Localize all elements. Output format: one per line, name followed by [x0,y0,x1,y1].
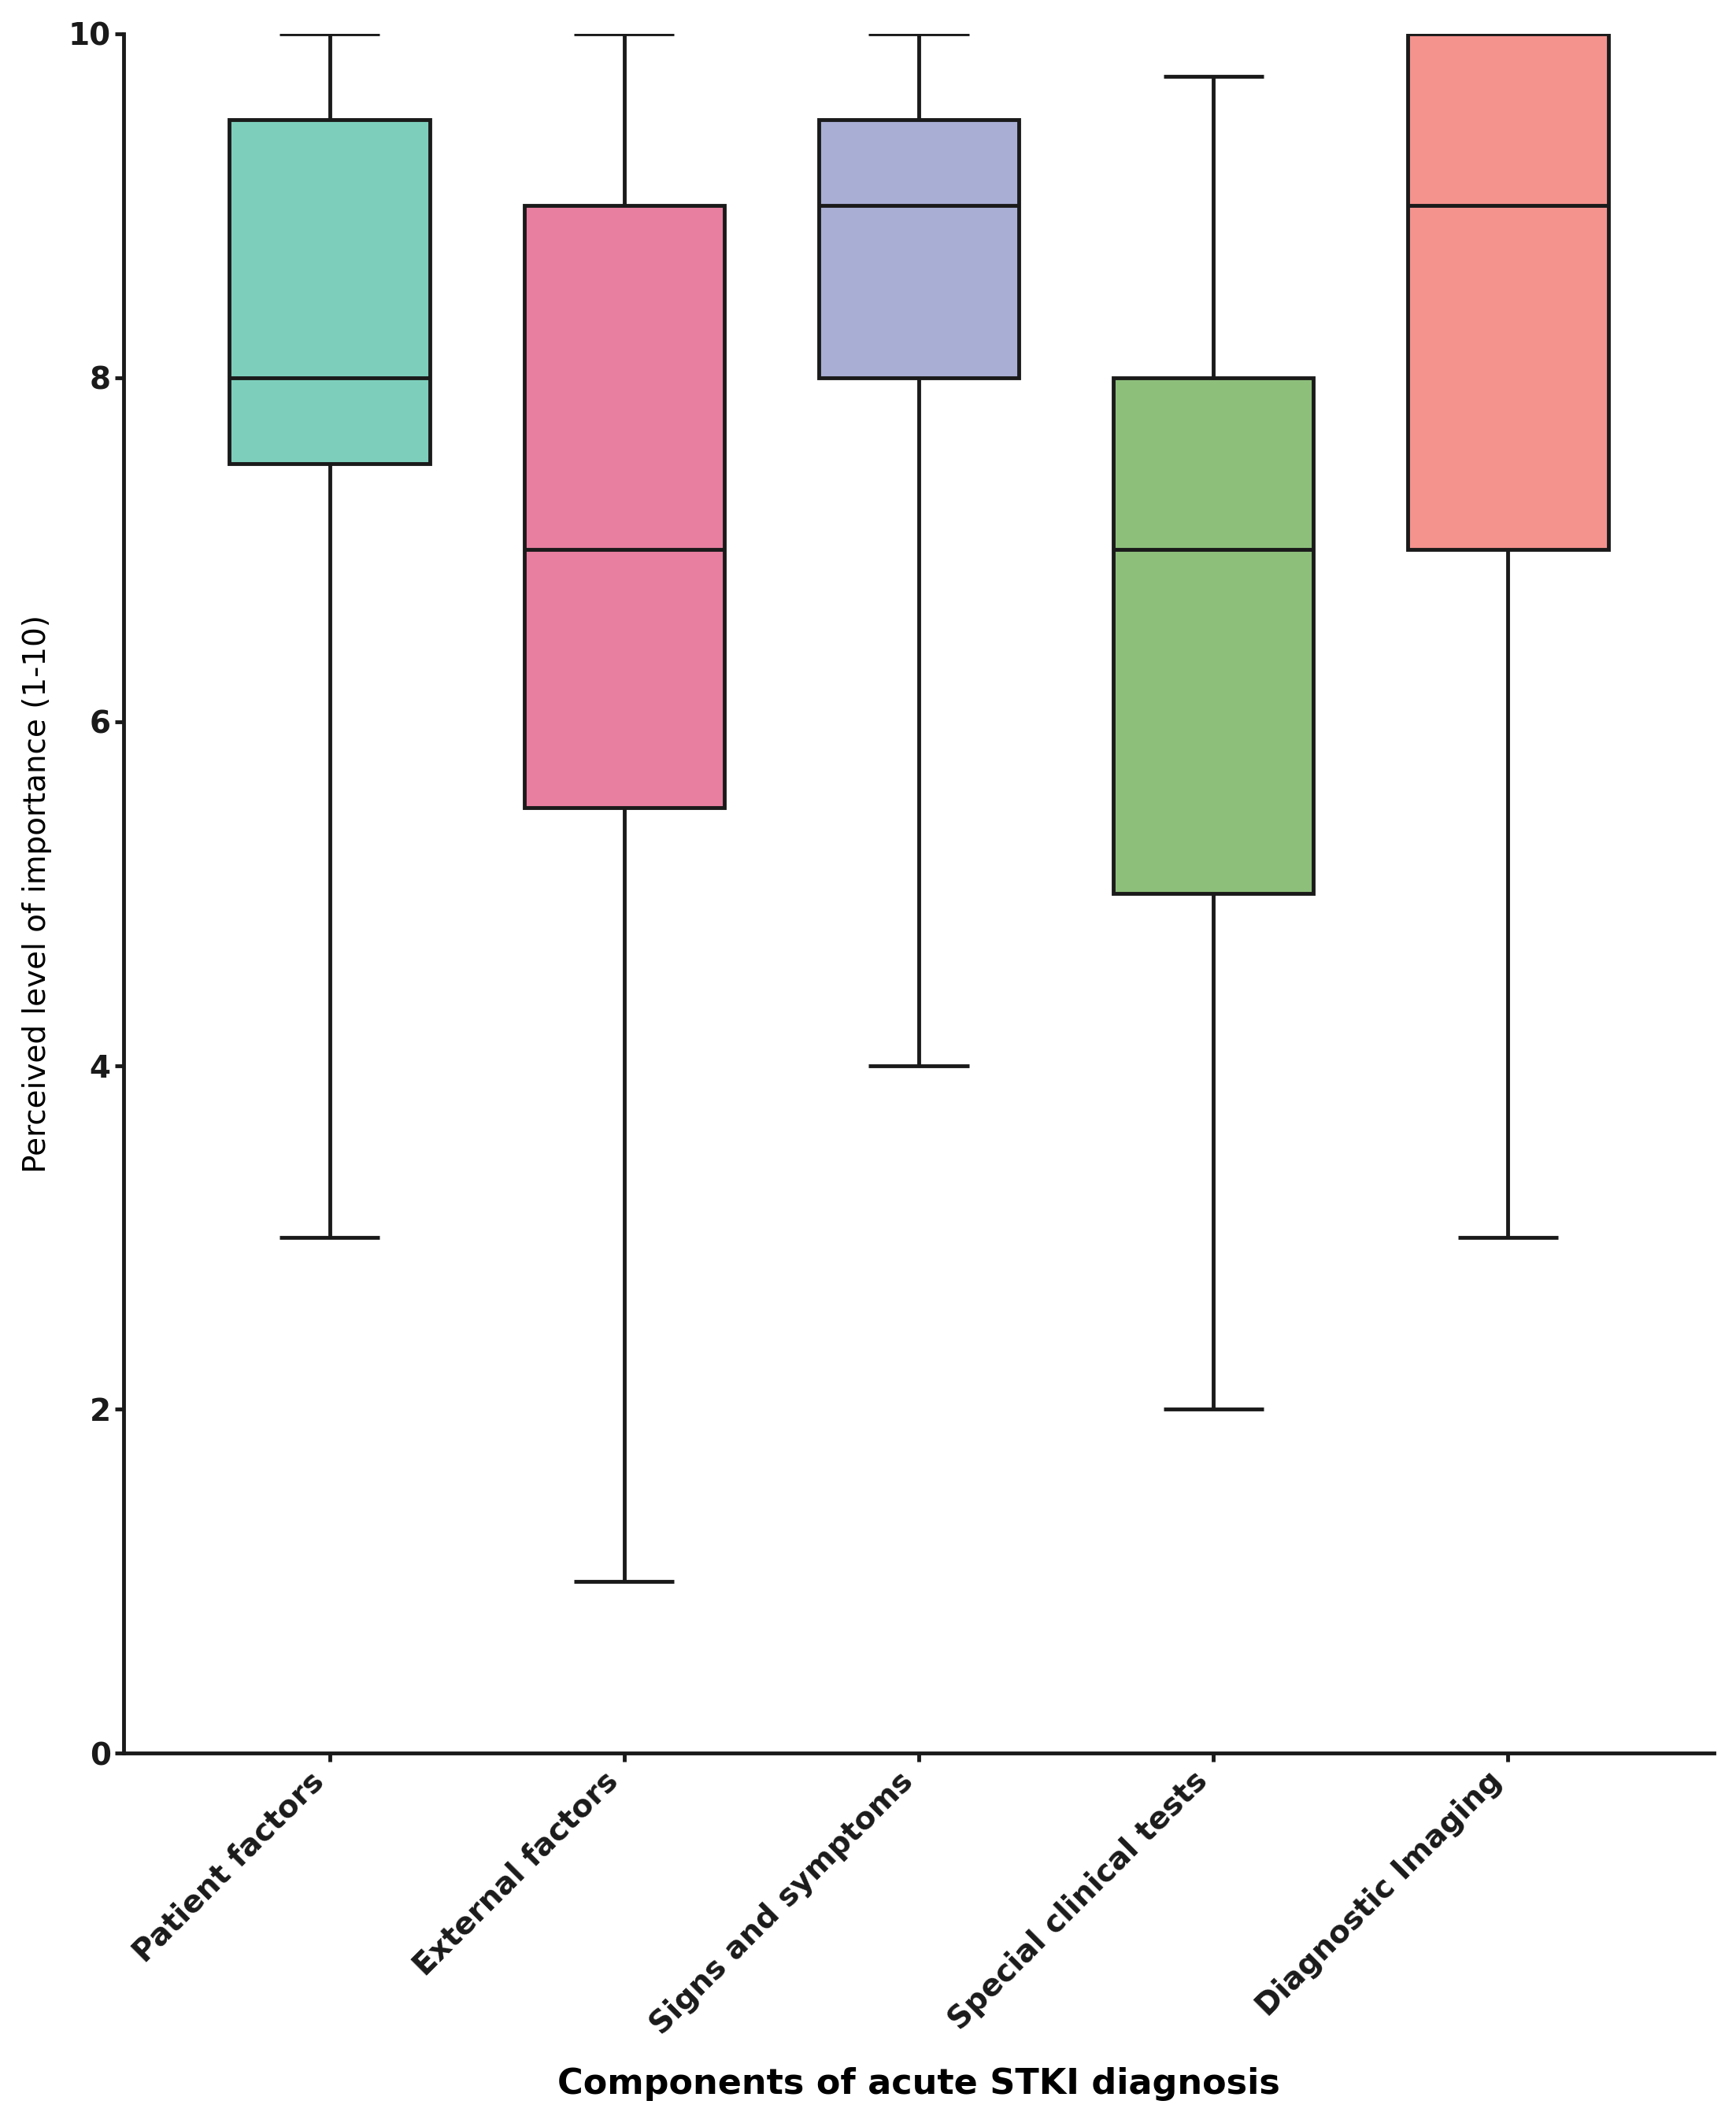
FancyBboxPatch shape [819,119,1019,378]
Y-axis label: Perceived level of importance (1-10): Perceived level of importance (1-10) [23,614,52,1172]
FancyBboxPatch shape [1408,34,1608,550]
FancyBboxPatch shape [1113,378,1314,894]
X-axis label: Components of acute STKI diagnosis: Components of acute STKI diagnosis [557,2068,1279,2102]
FancyBboxPatch shape [524,206,724,807]
FancyBboxPatch shape [229,119,431,463]
